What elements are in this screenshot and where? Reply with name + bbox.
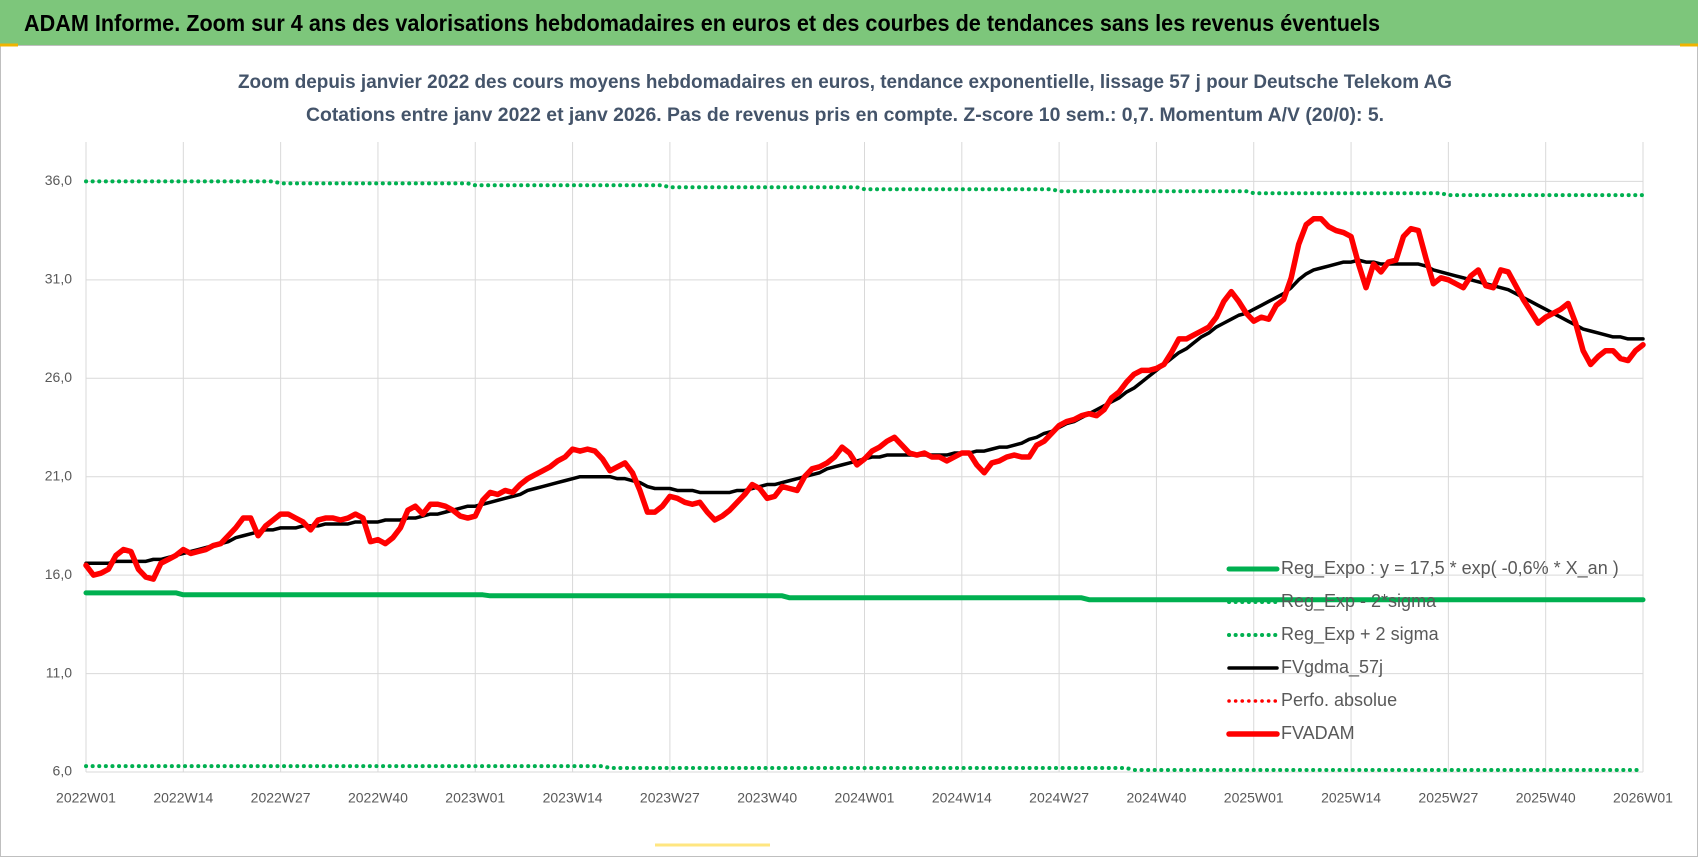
series-line xyxy=(83,216,1646,582)
x-tick-label: 2025W40 xyxy=(1516,790,1576,806)
chart-title: Zoom depuis janvier 2022 des cours moyen… xyxy=(238,72,1452,93)
grid: 6,0 11,0 16,0 21,0 26,0 31,0 36,0 2022W01 2022W1… xyxy=(45,142,1673,806)
x-tick-label: 2024W40 xyxy=(1126,790,1186,806)
y-tick-label: 36,0 xyxy=(45,172,72,188)
series-line xyxy=(84,764,1645,773)
y-tick-label: 31,0 xyxy=(45,271,72,287)
y-tick-label: 16,0 xyxy=(45,566,72,582)
legend-label: FVADAM xyxy=(1281,723,1355,743)
x-tick-label: 2025W01 xyxy=(1224,790,1284,806)
x-tick-label: 2023W14 xyxy=(543,790,603,806)
x-tick-label: 2023W01 xyxy=(445,790,505,806)
series-line xyxy=(84,179,1645,198)
x-tick-label: 2026W01 xyxy=(1613,790,1673,806)
chart-subtitle: Cotations entre janv 2022 et janv 2026. … xyxy=(306,105,1384,126)
plot-lines xyxy=(83,179,1646,773)
x-tick-label: 2025W14 xyxy=(1321,790,1381,806)
x-tick-label: 2024W01 xyxy=(835,790,895,806)
x-tick-label: 2022W40 xyxy=(348,790,408,806)
x-tick-label: 2024W14 xyxy=(932,790,992,806)
y-tick-label: 26,0 xyxy=(45,369,72,385)
x-tick-label: 2023W27 xyxy=(640,790,700,806)
legend-label: Reg_Exp - 2*sigma xyxy=(1281,591,1437,612)
legend: Reg_Expo : y = 17,5 * exp( -0,6% * X_an … xyxy=(1226,558,1619,743)
legend-label: FVgdma_57j xyxy=(1281,657,1383,678)
legend-label: Perfo. absolue xyxy=(1281,690,1397,710)
legend-label: Reg_Exp + 2 sigma xyxy=(1281,624,1440,645)
header-title: ADAM Informe. Zoom sur 4 ans des valoris… xyxy=(24,10,1380,36)
y-tick-label: 6,0 xyxy=(53,763,73,779)
series-line xyxy=(83,590,1646,603)
legend-label: Reg_Expo : y = 17,5 * exp( -0,6% * X_an … xyxy=(1281,558,1619,579)
x-tick-label: 2024W27 xyxy=(1029,790,1089,806)
x-tick-label: 2023W40 xyxy=(737,790,797,806)
x-tick-label: 2022W14 xyxy=(153,790,213,806)
x-tick-label: 2022W27 xyxy=(251,790,311,806)
x-tick-label: 2025W27 xyxy=(1418,790,1478,806)
y-tick-label: 11,0 xyxy=(46,664,72,680)
y-tick-label: 21,0 xyxy=(45,467,72,483)
header-bar xyxy=(0,0,1698,45)
x-tick-label: 2022W01 xyxy=(56,790,116,806)
